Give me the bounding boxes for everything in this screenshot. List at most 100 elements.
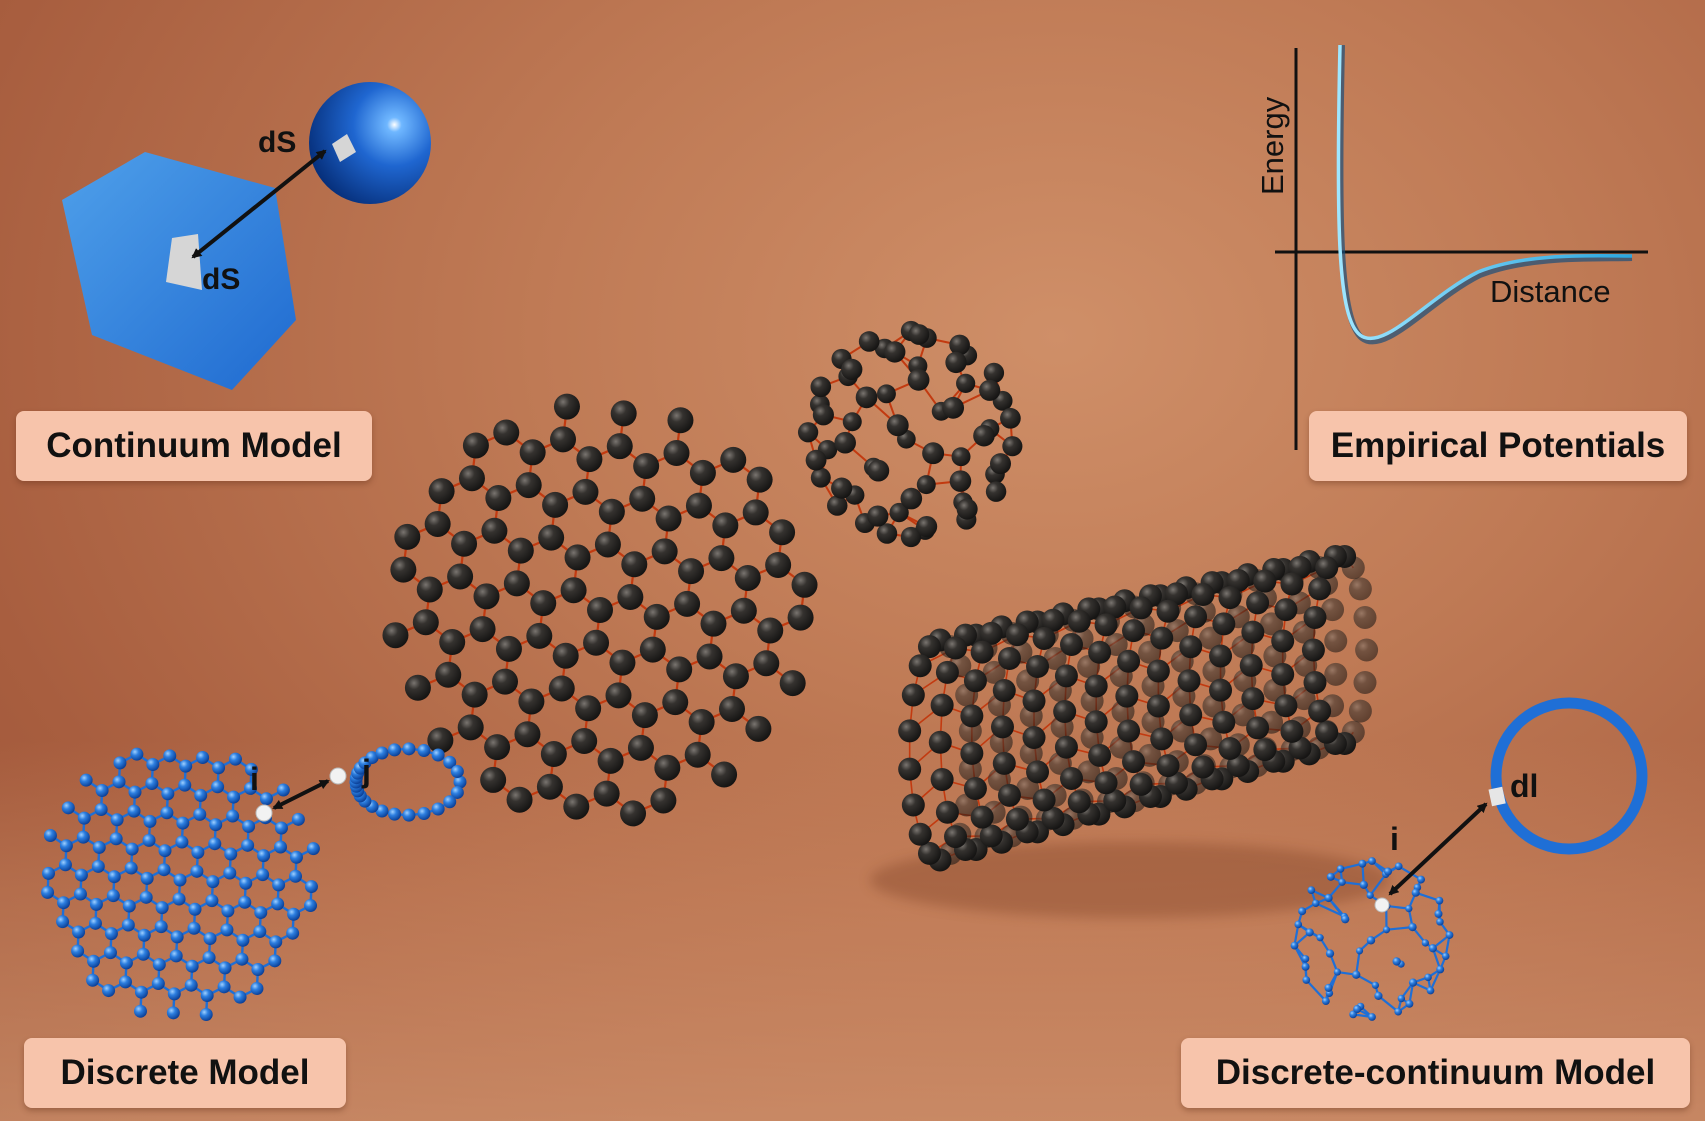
- atom-layer: [382, 393, 818, 827]
- atom: [1338, 878, 1346, 886]
- atom: [1336, 865, 1345, 873]
- carbon-atom: [1146, 659, 1170, 683]
- carbon-atom: [722, 663, 749, 690]
- carbon-atom: [1084, 674, 1108, 698]
- carbon-atom: [992, 751, 1016, 775]
- carbon-atom: [1122, 619, 1146, 643]
- atom: [1302, 976, 1311, 984]
- carbon-atom: [304, 880, 318, 894]
- carbon-atom: [61, 801, 75, 815]
- discrete-continuum-arrow: [1388, 802, 1488, 896]
- carbon-atom: [113, 756, 127, 770]
- carbon-atom: [1059, 633, 1083, 657]
- carbon-atom: [163, 749, 177, 763]
- carbon-atom: [935, 800, 959, 824]
- carbon-atom: [1016, 776, 1040, 800]
- carbon-atom: [1067, 790, 1091, 814]
- carbon-atom: [1067, 609, 1091, 633]
- carbon-atom: [287, 907, 301, 921]
- carbon-atom: [1022, 689, 1046, 713]
- carbon-atom: [259, 792, 273, 806]
- carbon-atom: [666, 656, 693, 683]
- carbon-atom: [208, 837, 222, 851]
- carbon-atom: [1246, 716, 1270, 740]
- carbon-atom: [928, 730, 952, 754]
- fullerene-c60: [797, 320, 1023, 548]
- carbon-atom: [620, 800, 647, 827]
- carbon-atom: [106, 889, 120, 903]
- atom: [1411, 888, 1420, 897]
- carbon-atom: [901, 793, 925, 817]
- carbon-atom: [898, 719, 922, 743]
- carbon-atom: [435, 661, 462, 688]
- carbon-atom: [1179, 635, 1203, 659]
- sphere-surface-element: [332, 134, 356, 162]
- carbon-atom: [1301, 638, 1325, 662]
- blue-atom: [365, 751, 379, 765]
- carbon-atom: [1122, 750, 1146, 774]
- carbon-atom: [137, 928, 151, 942]
- carbon-atom: [480, 766, 507, 793]
- carbon-atom: [79, 773, 93, 787]
- atom: [797, 422, 819, 443]
- atom: [1341, 914, 1350, 924]
- carbon-atom: [271, 897, 285, 911]
- carbon-atom: [158, 844, 172, 858]
- carbon-atom: [606, 433, 633, 460]
- carbon-atom: [143, 814, 157, 828]
- carbon-atom: [621, 551, 648, 578]
- carbon-atom: [572, 478, 599, 505]
- carbon-atom: [1241, 687, 1265, 711]
- carbon-atom: [745, 715, 772, 742]
- carbon-atom: [963, 669, 987, 693]
- atom: [1405, 999, 1414, 1008]
- blue-atom: [417, 743, 431, 757]
- atom: [900, 487, 923, 510]
- atom-j-label: j: [361, 753, 371, 789]
- atom: [1436, 918, 1444, 926]
- carbon-atom: [382, 622, 409, 649]
- carbon-atom: [720, 446, 747, 473]
- carbon-atom: [1032, 627, 1056, 651]
- carbon-atom: [170, 930, 184, 944]
- carbon-atom: [1150, 626, 1174, 650]
- carbon-atom: [779, 670, 806, 697]
- carbon-atom: [1321, 598, 1345, 622]
- carbon-atom: [1088, 743, 1112, 767]
- atom-i-label: i: [250, 761, 259, 797]
- carbon-atom: [552, 642, 579, 669]
- carbon-atom: [1094, 613, 1118, 637]
- atom: [1417, 875, 1425, 884]
- carbon-atom: [1218, 737, 1242, 761]
- dl-label: dl: [1510, 768, 1538, 804]
- carbon-atom: [583, 629, 610, 656]
- carbon-atom: [206, 875, 220, 889]
- carbon-atom: [553, 393, 580, 420]
- carbon-atom: [125, 842, 139, 856]
- carbon-atom: [605, 682, 632, 709]
- atom: [1324, 983, 1333, 992]
- atom-j-highlight: [329, 767, 347, 785]
- carbon-atom: [730, 597, 757, 624]
- carbon-atom: [746, 466, 773, 493]
- atom: [1405, 904, 1413, 913]
- carbon-atom: [1274, 598, 1298, 622]
- carbon-atom: [462, 432, 489, 459]
- carbon-atom: [688, 708, 715, 735]
- carbon-atom: [1280, 719, 1304, 743]
- atom: [1434, 909, 1443, 918]
- carbon-atom: [1271, 629, 1295, 653]
- carbon-atom: [140, 871, 154, 885]
- atom-layer: [41, 747, 320, 1021]
- carbon-atom: [997, 783, 1021, 807]
- atom: [951, 447, 971, 467]
- carbon-atom: [238, 895, 252, 909]
- atom: [983, 362, 1005, 384]
- carbon-atom: [127, 804, 141, 818]
- blue-atom: [417, 807, 431, 821]
- energy-axis-label: Energy: [1255, 96, 1290, 195]
- carbon-atom: [898, 757, 922, 781]
- carbon-atom: [42, 866, 56, 880]
- carbon-atom: [1303, 670, 1327, 694]
- carbon-atom: [674, 590, 701, 617]
